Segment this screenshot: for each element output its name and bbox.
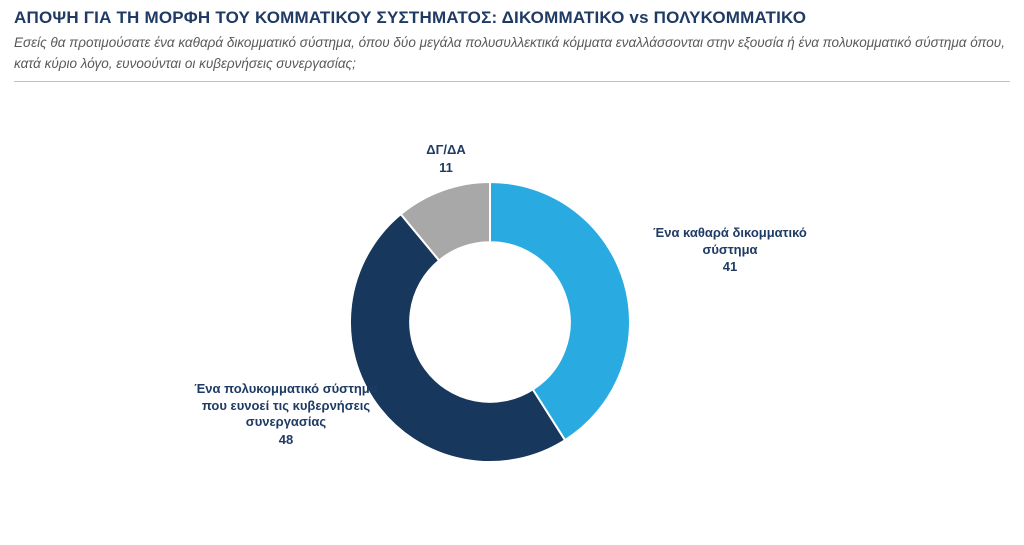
donut-slice-2 <box>399 181 491 262</box>
slice-label-text: Ένα πολυκομματικό σύστημα που ευνοεί τις… <box>194 381 378 430</box>
slice-label-text: ΔΓ/ΔΑ <box>426 142 466 157</box>
header: ΑΠΟΨΗ ΓΙΑ ΤΗ ΜΟΡΦΗ ΤΟΥ ΚΟΜΜΑΤΙΚΟΥ ΣΥΣΤΗΜ… <box>0 0 1024 82</box>
donut-slice-0 <box>489 181 631 442</box>
slice-label-value: 48 <box>278 431 294 447</box>
donut-slice-1 <box>349 213 567 464</box>
slice-label-two-party: Ένα καθαρά δικομματικό σύστημα 41 <box>638 225 822 276</box>
slice-label-dgda: ΔΓ/ΔΑ 11 <box>381 142 511 176</box>
divider <box>14 80 1010 82</box>
slice-label-value: 11 <box>439 159 453 175</box>
page-title: ΑΠΟΨΗ ΓΙΑ ΤΗ ΜΟΡΦΗ ΤΟΥ ΚΟΜΜΑΤΙΚΟΥ ΣΥΣΤΗΜ… <box>14 8 807 27</box>
slice-label-value: 41 <box>722 259 738 275</box>
slice-label-multi-party: Ένα πολυκομματικό σύστημα που ευνοεί τις… <box>190 381 382 449</box>
survey-question: Εσείς θα προτιμούσατε ένα καθαρά δικομμα… <box>14 35 1005 71</box>
donut-chart: ΔΓ/ΔΑ 11 Ένα καθαρά δικομματικό σύστημα … <box>0 90 1024 545</box>
slice-label-text: Ένα καθαρά δικομματικό σύστημα <box>653 225 807 257</box>
donut-svg <box>349 181 631 464</box>
